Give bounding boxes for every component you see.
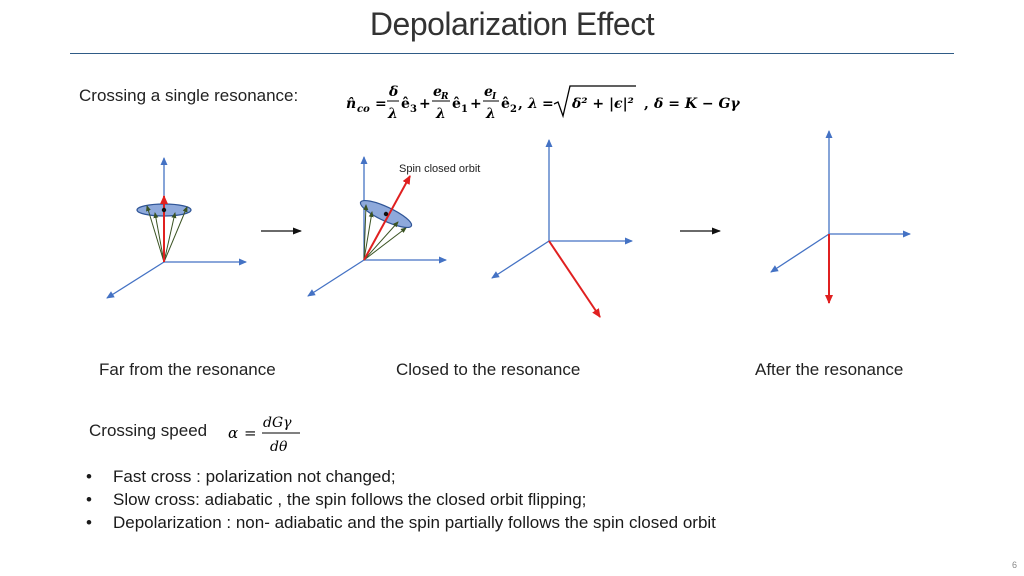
formula-lhs-sub: co: [357, 104, 370, 115]
diagram-flipping: [491, 139, 633, 318]
svg-text:+: +: [470, 96, 482, 112]
t3-num-sub: I: [491, 92, 497, 102]
title-underline: [70, 53, 954, 54]
formula-lhs: n̂: [346, 96, 356, 112]
t3-sub: 2: [510, 104, 517, 115]
t1-den: λ: [387, 106, 398, 122]
speed-lhs: α: [228, 424, 238, 442]
t2-num: e: [433, 84, 442, 100]
bullet-dot: •: [86, 513, 92, 532]
t3-vec: ê: [501, 96, 510, 112]
axis-y: [106, 261, 165, 299]
bullet-text: Depolarization : non- adiabatic and the …: [113, 513, 716, 532]
spin-vector: [363, 175, 411, 261]
svg-text:=: =: [375, 96, 387, 112]
speed-den: dθ: [270, 439, 288, 455]
lambda-lhs: λ: [527, 96, 538, 112]
diagram-after: [770, 130, 911, 304]
diagram-far: [106, 157, 247, 299]
crossing-speed-label: Crossing speed: [89, 421, 208, 440]
speed-num: dGγ: [263, 415, 292, 431]
t1-vec: ê: [401, 96, 410, 112]
caption-closed: Closed to the resonance: [396, 360, 581, 379]
bullet-list: • Fast cross : polarization not changed; …: [86, 465, 716, 534]
t3-num: e: [484, 84, 493, 100]
axis-y: [307, 259, 365, 297]
bullet-item: • Depolarization : non- adiabatic and the…: [86, 511, 716, 534]
svg-text:,: ,: [644, 96, 649, 112]
sqrt-body: δ² + |ϵ|²: [571, 96, 634, 112]
t2-sub: 1: [461, 104, 468, 115]
svg-text:=: =: [244, 424, 257, 442]
bullet-item: • Fast cross : polarization not changed;: [86, 465, 716, 488]
closed-orbit-formula: n̂ co = δ λ ê 3 + e R λ ê 1 + e I λ ê 2 …: [346, 84, 740, 122]
t2-num-sub: R: [440, 92, 449, 102]
bullet-dot: •: [86, 490, 92, 509]
delta-definition: δ = K − Gγ: [653, 96, 740, 112]
spin-closed-orbit-label: Spin closed orbit: [399, 163, 480, 175]
bullet-dot: •: [86, 467, 92, 486]
bullet-item: • Slow cross: adiabatic , the spin follow…: [86, 488, 716, 511]
t2-den: λ: [435, 106, 446, 122]
slide-title: Depolarization Effect: [369, 6, 655, 42]
t2-vec: ê: [452, 96, 461, 112]
svg-text:+: +: [419, 96, 431, 112]
caption-after: After the resonance: [755, 360, 904, 379]
t1-num: δ: [388, 84, 398, 100]
axis-y: [770, 233, 830, 273]
bullet-text: Fast cross : polarization not changed;: [113, 467, 396, 486]
t3-den: λ: [485, 106, 496, 122]
svg-text:,: ,: [518, 96, 523, 112]
svg-text:=: =: [542, 96, 554, 112]
diagram-closed: [307, 156, 447, 297]
t1-sub: 3: [410, 104, 417, 115]
axis-y: [491, 240, 550, 279]
section-label: Crossing a single resonance:: [79, 86, 299, 105]
caption-far: Far from the resonance: [99, 360, 276, 379]
page-number: 6: [1011, 560, 1017, 570]
crossing-speed-formula: α = dGγ dθ: [228, 415, 300, 455]
bullet-text: Slow cross: adiabatic , the spin follows…: [113, 490, 587, 509]
spin-vector: [548, 240, 601, 318]
